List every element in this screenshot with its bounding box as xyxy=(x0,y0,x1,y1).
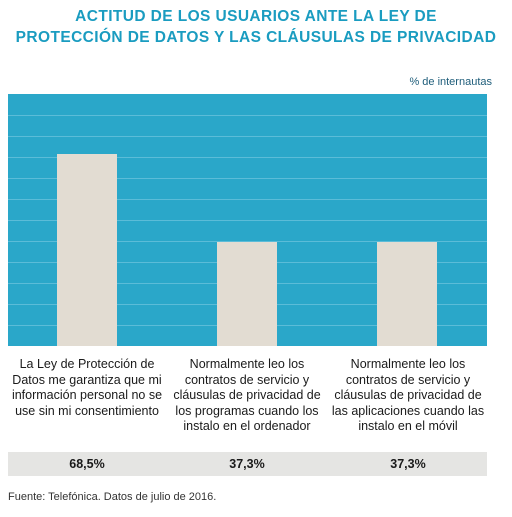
value-row: 68,5% 37,3% 37,3% xyxy=(8,452,487,476)
chart-title: ACTITUD DE LOS USUARIOS ANTE LA LEY DE P… xyxy=(0,6,512,48)
bar-2 xyxy=(217,242,277,346)
value-label-3: 37,3% xyxy=(390,457,426,471)
gridline xyxy=(8,115,487,116)
chart-title-line-2: PROTECCIÓN DE DATOS Y LAS CLÁUSULAS DE P… xyxy=(15,29,497,46)
category-label-1: La Ley de Protección de Datos me garanti… xyxy=(11,357,163,418)
source-note: Fuente: Telefónica. Datos de julio de 20… xyxy=(8,491,217,503)
gridline xyxy=(8,178,487,179)
gridline xyxy=(8,241,487,242)
value-label-2: 37,3% xyxy=(229,457,265,471)
category-label-2: Normalmente leo los contratos de servici… xyxy=(173,357,321,433)
category-label-3: Normalmente leo los contratos de servici… xyxy=(331,357,485,433)
unit-label: % de internautas xyxy=(409,76,492,88)
gridline xyxy=(8,136,487,137)
gridline xyxy=(8,157,487,158)
gridline xyxy=(8,199,487,200)
value-label-1: 68,5% xyxy=(69,457,105,471)
gridline xyxy=(8,220,487,221)
bar-1 xyxy=(57,154,117,346)
bar-3 xyxy=(377,242,437,346)
plot-area xyxy=(8,94,487,346)
chart-title-line-1: ACTITUD DE LOS USUARIOS ANTE LA LEY DE xyxy=(75,8,437,25)
